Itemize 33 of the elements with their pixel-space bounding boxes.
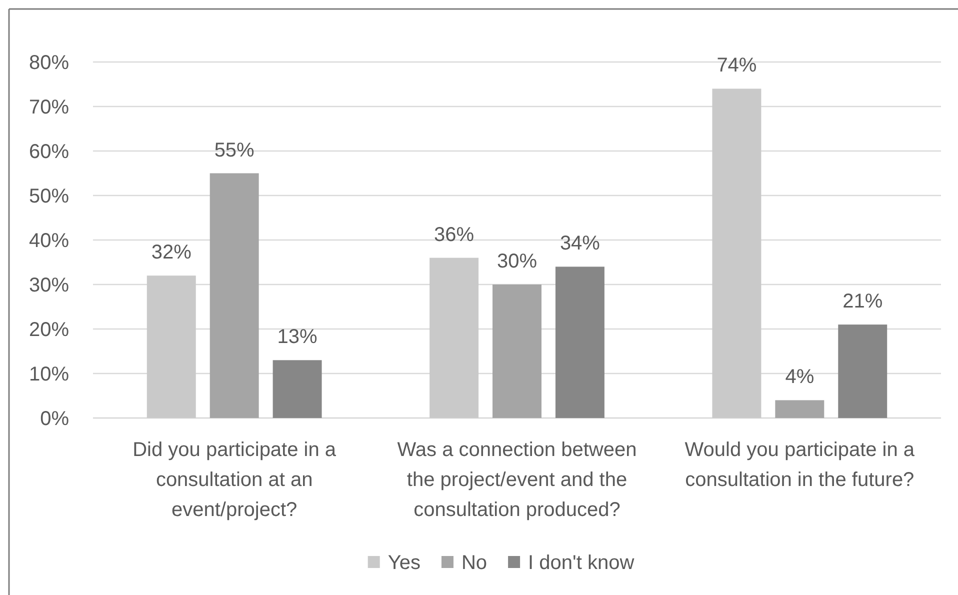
legend-label: Yes	[388, 552, 420, 574]
data-label: 13%	[277, 326, 318, 348]
bar	[146, 276, 196, 418]
x-tick-label: Was a connection between the project/event and the consultation produced?	[397, 439, 637, 521]
bar	[712, 88, 762, 418]
y-tick-label: 60%	[28, 141, 70, 163]
y-tick-label: 70%	[28, 96, 70, 118]
y-tick-label: 30%	[28, 274, 70, 296]
y-tick-label: 0%	[40, 408, 70, 430]
data-label: 36%	[434, 224, 474, 246]
data-label: 21%	[842, 290, 883, 313]
bar	[272, 360, 322, 418]
bar	[430, 258, 479, 418]
y-tick-label: 20%	[28, 319, 70, 341]
bar	[775, 400, 824, 418]
y-tick-label: 50%	[28, 186, 70, 208]
bar	[838, 324, 888, 418]
data-label: 4%	[785, 366, 814, 388]
y-tick-label: 10%	[28, 364, 70, 386]
legend-label: I don't know	[528, 552, 635, 574]
data-label: 30%	[496, 250, 538, 272]
x-tick-label: Did you participate in a consultation at an event/project?	[132, 439, 337, 521]
bar	[210, 173, 259, 418]
data-label: 74%	[716, 54, 757, 77]
y-tick-label: 80%	[28, 52, 70, 74]
legend-label: No	[461, 552, 488, 574]
data-label: 55%	[214, 139, 255, 162]
data-label: 34%	[560, 232, 600, 255]
bar	[555, 266, 604, 418]
data-label: 32%	[151, 242, 192, 264]
x-tick-label: Would you participate in a consultation in the future?	[684, 439, 916, 491]
bar	[492, 284, 542, 418]
y-tick-label: 40%	[28, 230, 70, 252]
